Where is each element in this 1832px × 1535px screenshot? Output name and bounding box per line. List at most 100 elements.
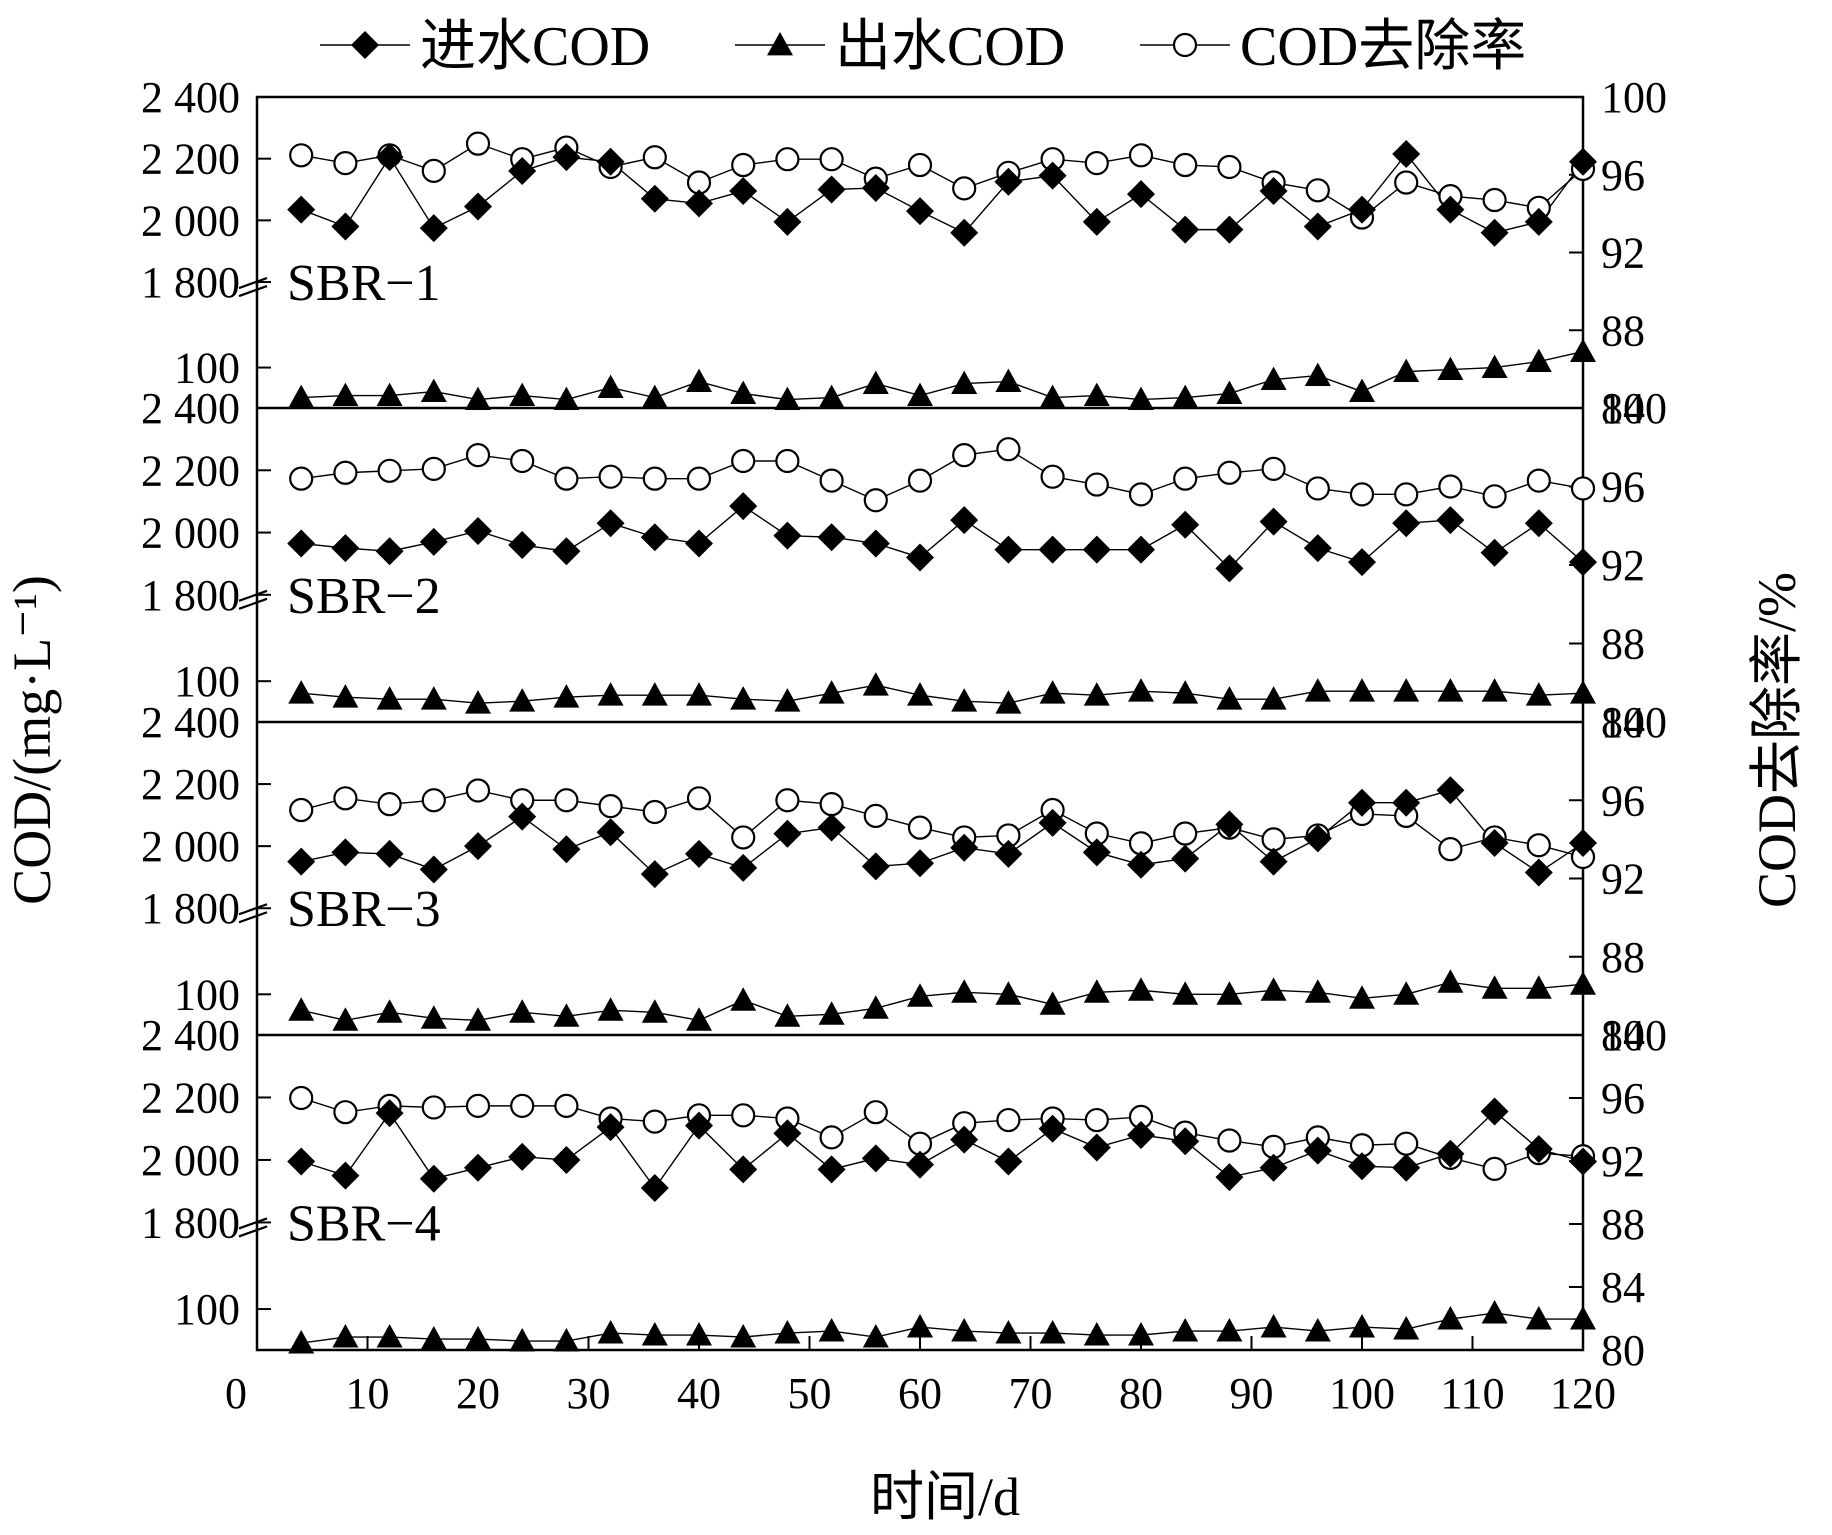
effluent-cod-point — [1039, 991, 1066, 1015]
influent-cod-point — [419, 855, 448, 884]
effluent-cod-point — [1349, 678, 1375, 702]
removal-rate-point — [819, 1125, 844, 1150]
removal-rate-point — [465, 778, 491, 803]
effluent-cod-point — [597, 1320, 624, 1344]
legend-label: COD去除率 — [1240, 16, 1526, 78]
influent-cod-point — [1082, 838, 1111, 867]
effluent-cod-point — [774, 688, 801, 712]
effluent-cod-point — [774, 1003, 801, 1027]
removal-rate-point — [289, 143, 314, 168]
influent-cod-point — [950, 833, 979, 862]
removal-rate-point — [1305, 178, 1330, 203]
influent-cod-point — [1524, 858, 1553, 887]
panel-4: 2 200 2 000 1 800 100 2 400 80 84 88 92 96 100 SBR−… — [141, 1011, 1667, 1375]
effluent-cod-point — [1172, 384, 1199, 408]
influent-cod-point — [1436, 1139, 1465, 1168]
effluent-cod-point — [1083, 382, 1110, 406]
effluent-cod-point — [509, 382, 536, 406]
influent-cod-point — [817, 175, 846, 204]
removal-rate-point — [686, 466, 712, 491]
influent-cod-point — [1480, 218, 1509, 247]
influent-cod-point — [906, 197, 934, 226]
removal-rate-point — [863, 488, 888, 513]
effluent-cod-point — [1437, 356, 1464, 380]
influent-cod-point — [508, 802, 537, 831]
x-tick-label: 0 — [225, 1369, 247, 1418]
influent-cod-point — [375, 1099, 404, 1128]
effluent-cod-point — [641, 1322, 668, 1346]
influent-cod-point — [773, 521, 802, 550]
y-right-tick-label: 100 — [1601, 73, 1667, 122]
influent-cod-point — [1480, 1097, 1509, 1126]
axis-break — [238, 589, 268, 610]
y-right-tick-label: 88 — [1601, 933, 1645, 982]
removal-rate-point — [1349, 482, 1375, 507]
removal-rate-point — [731, 152, 756, 178]
y-right-tick-label: 84 — [1601, 1011, 1645, 1060]
removal-rate-point — [421, 1095, 446, 1120]
influent-cod-point — [552, 1145, 581, 1174]
effluent-cod-point — [730, 380, 757, 404]
effluent-cod-point — [1128, 1322, 1154, 1346]
influent-cod-point — [1259, 1153, 1288, 1182]
removal-rate-point — [377, 458, 402, 483]
influent-cod-point — [1524, 509, 1553, 538]
effluent-cod-point — [1216, 981, 1243, 1005]
influent-cod-point — [994, 167, 1023, 196]
influent-cod-point — [1038, 535, 1067, 564]
influent-cod-point — [596, 818, 625, 847]
effluent-cod-point — [1083, 979, 1110, 1003]
effluent-cod-point — [1172, 981, 1199, 1005]
y-left-tick-label: 2 000 — [141, 1136, 240, 1185]
effluent-cod-point — [1304, 362, 1331, 386]
effluent-cod-point — [597, 682, 624, 706]
influent-cod-point — [1082, 535, 1111, 564]
influent-cod-line — [301, 505, 1584, 570]
effluent-cod-point — [420, 686, 447, 710]
removal-rate-point — [377, 792, 402, 817]
effluent-cod-line — [301, 350, 1584, 401]
removal-rate-point — [642, 145, 667, 170]
removal-rate-point — [554, 466, 579, 491]
influent-cod-point — [817, 523, 846, 552]
effluent-cod-point — [1083, 682, 1110, 706]
effluent-cod-point — [686, 682, 712, 706]
removal-rate-point — [1173, 821, 1198, 846]
axis-break — [238, 1217, 268, 1238]
effluent-cod-point — [818, 1001, 845, 1025]
influent-cod-point — [950, 1125, 979, 1154]
legend-label: 出水COD — [835, 16, 1065, 78]
influent-cod-point — [906, 543, 934, 572]
effluent-cod-point — [1128, 678, 1154, 702]
y-left-tick-label: 100 — [174, 657, 240, 706]
influent-cod-point — [1038, 1114, 1067, 1143]
effluent-cod-point — [730, 686, 757, 710]
influent-cod-point — [1127, 1120, 1155, 1149]
influent-cod-point — [1348, 195, 1376, 224]
effluent-cod-point — [1481, 354, 1508, 378]
effluent-cod-line — [301, 981, 1584, 1022]
influent-cod-point — [1436, 776, 1465, 805]
influent-cod-point — [1171, 510, 1200, 539]
influent-cod-point — [1171, 844, 1200, 873]
effluent-cod-point — [553, 386, 580, 410]
influent-cod-line — [300, 152, 1584, 234]
influent-cod-point — [331, 534, 360, 563]
influent-cod-point — [464, 832, 492, 861]
influent-cod-point — [1569, 829, 1597, 858]
effluent-cod-point — [509, 688, 536, 712]
influent-cod-point — [729, 1155, 758, 1184]
effluent-cod-point — [597, 997, 624, 1021]
effluent-cod-point — [686, 1007, 712, 1031]
y-left-tick-label: 1 800 — [141, 884, 240, 933]
influent-cod-point — [287, 847, 316, 876]
effluent-cod-point — [995, 1320, 1022, 1344]
effluent-cod-point — [686, 368, 712, 392]
effluent-cod-point — [862, 672, 889, 696]
removal-rate-point — [863, 803, 888, 829]
y-left-tick-label: 2 200 — [141, 446, 240, 495]
y-left-tick-label: 2 000 — [141, 509, 240, 558]
